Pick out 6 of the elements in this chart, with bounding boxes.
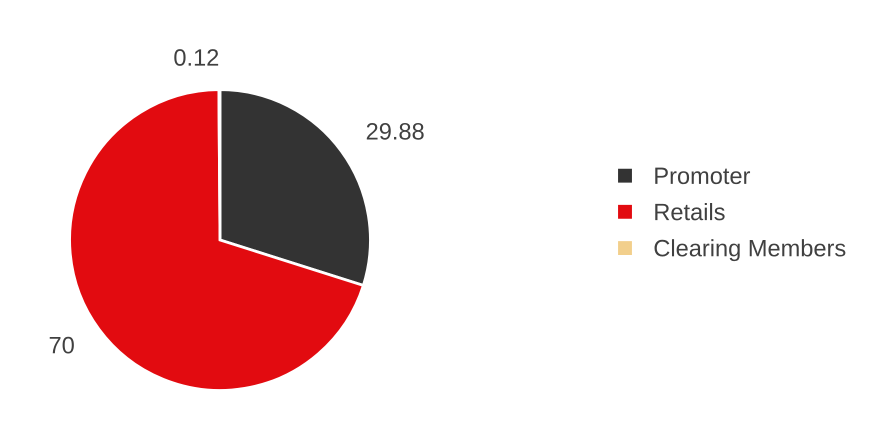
data-label: 29.88	[366, 122, 424, 140]
data-label: 0.12	[174, 49, 218, 66]
data-label: 70	[50, 336, 74, 354]
legend-label: Promoter	[655, 168, 750, 184]
legend-label: Clearing Members	[654, 239, 846, 262]
legend-label: Retails	[655, 202, 725, 220]
